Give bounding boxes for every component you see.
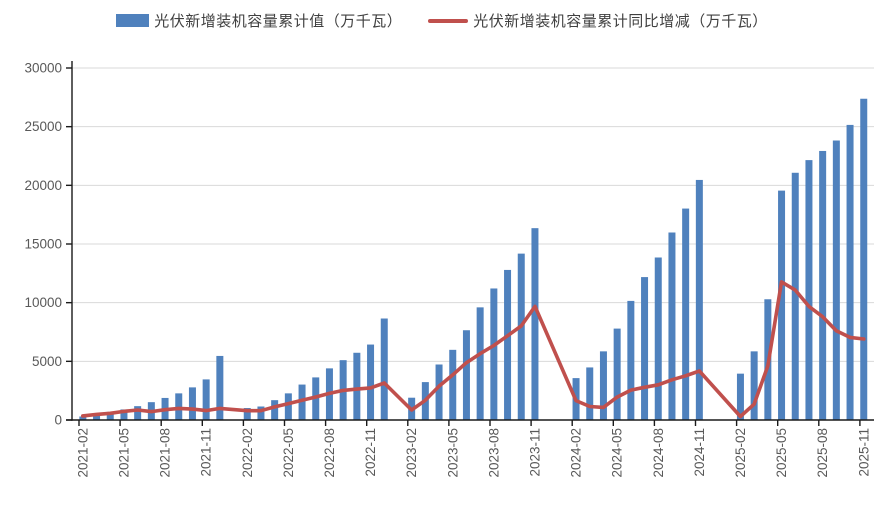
chart-legend: 光伏新增装机容量累计值（万千瓦） 光伏新增装机容量累计同比增减（万千瓦）	[0, 10, 884, 31]
y-axis-label: 20000	[24, 178, 62, 193]
x-axis-label: 2021-11	[199, 428, 214, 477]
bar	[284, 393, 292, 420]
x-axis-label: 2025-02	[733, 428, 748, 478]
bar	[860, 98, 868, 420]
bar	[106, 411, 114, 420]
x-axis-label: 2023-05	[445, 428, 460, 478]
bar	[93, 413, 101, 420]
y-axis-label: 0	[54, 413, 62, 428]
bar	[832, 140, 840, 420]
bar	[695, 179, 703, 420]
bar	[243, 408, 251, 420]
x-axis-label: 2023-02	[404, 428, 419, 478]
x-axis-label: 2023-11	[527, 428, 542, 477]
bar	[586, 367, 594, 420]
x-axis-label: 2024-02	[569, 428, 584, 478]
bar	[367, 344, 375, 420]
bar	[654, 257, 662, 420]
bar	[257, 406, 265, 420]
bar	[435, 364, 443, 420]
y-axis-label: 25000	[24, 119, 62, 134]
bar	[613, 328, 621, 420]
y-axis-label: 5000	[32, 354, 62, 369]
bar	[750, 351, 758, 420]
bar	[846, 124, 854, 420]
bar	[79, 416, 87, 420]
x-axis-label: 2022-08	[322, 428, 337, 478]
bar	[682, 208, 690, 420]
x-axis-label: 2021-05	[116, 428, 131, 478]
bar	[517, 253, 525, 420]
bar	[120, 409, 128, 420]
bar	[531, 228, 539, 420]
x-axis-label: 2025-11	[856, 428, 871, 477]
legend-label-cumulative-capacity: 光伏新增装机容量累计值（万千瓦）	[154, 13, 403, 30]
bar	[504, 269, 512, 420]
line-series-swatch-icon	[428, 18, 469, 23]
x-axis-label: 2024-05	[610, 428, 625, 478]
legend-label-yoy-change: 光伏新增装机容量累计同比增减（万千瓦）	[473, 13, 768, 30]
x-axis-label: 2025-08	[815, 428, 830, 478]
bar	[449, 349, 457, 420]
bar	[353, 352, 361, 420]
x-axis-label: 2021-02	[75, 428, 90, 478]
bar	[188, 387, 196, 420]
x-axis-label: 2022-11	[363, 428, 378, 477]
bar	[271, 400, 279, 420]
bar	[736, 373, 744, 420]
y-axis-label: 15000	[24, 237, 62, 252]
bar	[778, 190, 786, 420]
bar	[599, 351, 607, 420]
bar	[819, 150, 827, 421]
x-axis-label: 2022-05	[281, 428, 296, 478]
x-axis-label: 2025-05	[774, 428, 789, 478]
x-axis-label: 2024-08	[651, 428, 666, 478]
bar	[134, 406, 142, 420]
y-axis-label: 30000	[24, 61, 62, 76]
bar	[490, 288, 498, 420]
legend-item-cumulative-capacity: 光伏新增装机容量累计值（万千瓦）	[116, 10, 402, 31]
bar	[380, 318, 388, 420]
bar	[202, 379, 210, 420]
y-axis-label: 10000	[24, 295, 62, 310]
bar	[791, 172, 799, 420]
bar	[216, 355, 224, 420]
legend-item-yoy-change: 光伏新增装机容量累计同比增减（万千瓦）	[428, 10, 768, 31]
x-axis-label: 2023-08	[486, 428, 501, 478]
bar	[641, 277, 649, 420]
bar	[627, 300, 635, 420]
yoy-line-series	[81, 280, 866, 419]
x-axis-label: 2022-02	[240, 428, 255, 478]
bar	[476, 307, 484, 420]
bar	[668, 232, 676, 420]
bar	[462, 330, 470, 420]
bar	[298, 384, 306, 420]
x-axis-label: 2024-11	[692, 428, 707, 477]
bar	[805, 160, 813, 420]
bar-series-swatch-icon	[116, 14, 150, 27]
x-axis-label: 2021-08	[158, 428, 173, 478]
